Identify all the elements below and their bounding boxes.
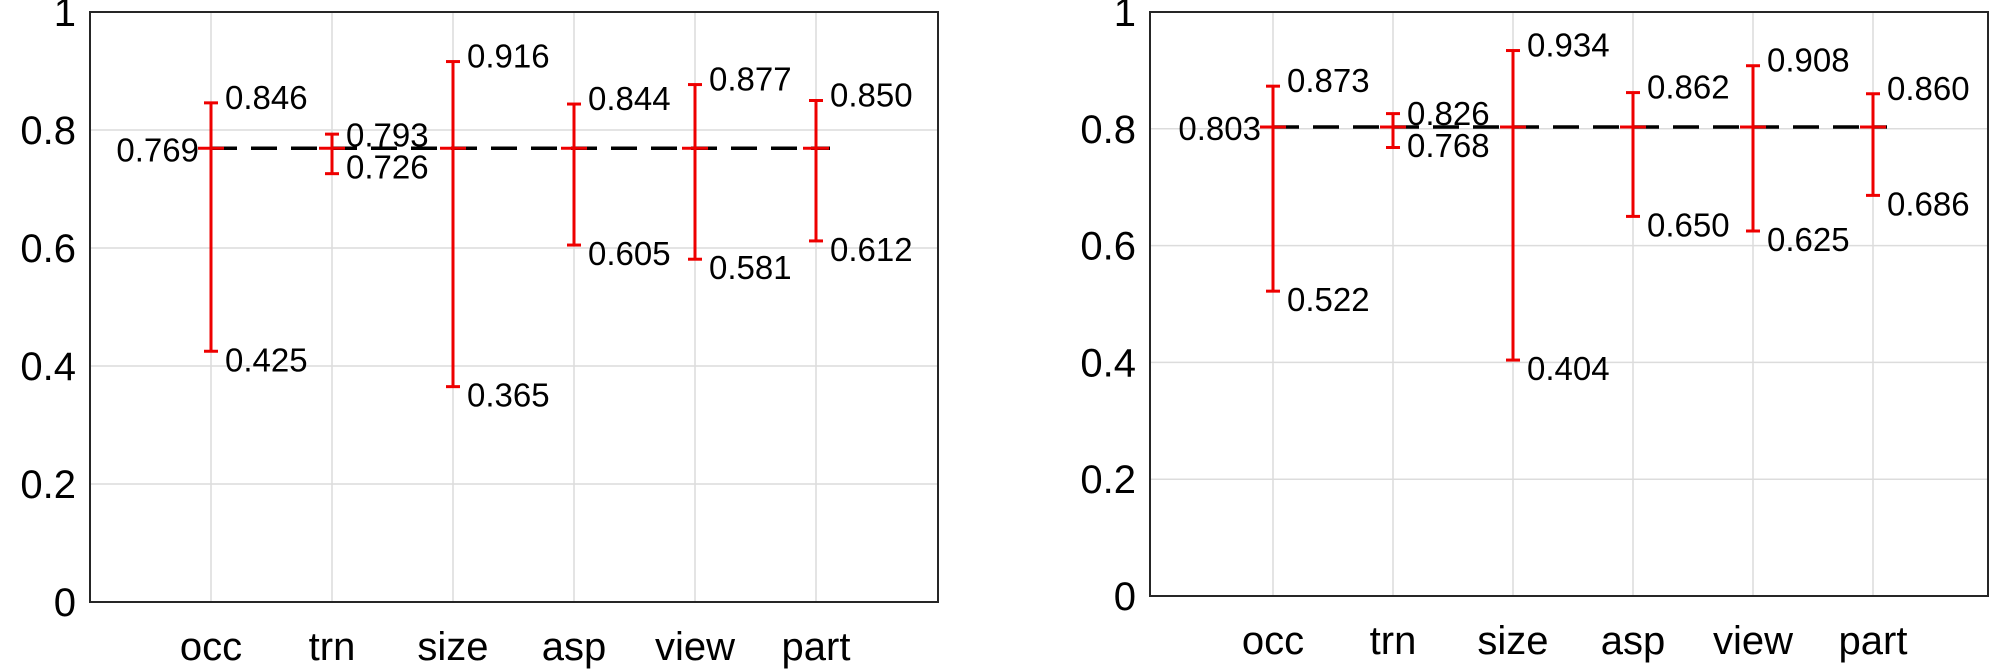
y-tick-label: 1: [54, 0, 76, 35]
lower-value-label: 0.581: [709, 249, 792, 286]
lower-value-label: 0.522: [1287, 281, 1370, 318]
upper-value-label: 0.860: [1887, 70, 1970, 107]
baseline-label: 0.769: [116, 131, 199, 168]
x-tick-label: occ: [180, 625, 242, 669]
upper-value-label: 0.846: [225, 79, 308, 116]
upper-value-label: 0.908: [1767, 42, 1850, 79]
lower-value-label: 0.726: [346, 148, 429, 185]
y-tick-label: 0.8: [1080, 108, 1136, 152]
x-tick-label: size: [1477, 619, 1548, 663]
x-tick-label: part: [782, 625, 851, 669]
y-tick-label: 0.2: [20, 463, 76, 507]
y-tick-label: 0.2: [1080, 458, 1136, 502]
y-tick-label: 0: [1114, 575, 1136, 619]
lower-value-label: 0.612: [830, 231, 913, 268]
upper-value-label: 0.877: [709, 61, 792, 98]
x-tick-label: size: [417, 625, 488, 669]
upper-value-label: 0.873: [1287, 62, 1370, 99]
plot-frame: [1149, 11, 1989, 597]
y-tick-label: 1: [1114, 0, 1136, 35]
upper-value-label: 0.844: [588, 80, 671, 117]
chart-panel-left: 0 0.2 0.4 0.6 0.8 1 occ trn size asp view part 0.769…: [20, 0, 939, 669]
upper-value-label: 0.826: [1407, 95, 1490, 132]
x-tick-label: occ: [1242, 619, 1304, 663]
x-tick-label: asp: [542, 625, 607, 669]
x-tick-label: part: [1839, 619, 1908, 663]
upper-value-label: 0.916: [467, 38, 550, 75]
upper-value-label: 0.850: [830, 77, 913, 114]
lower-value-label: 0.365: [467, 377, 550, 414]
upper-value-label: 0.862: [1647, 69, 1730, 106]
x-tick-label: view: [1713, 619, 1793, 663]
x-tick-label: trn: [309, 625, 356, 669]
lower-value-label: 0.404: [1527, 350, 1610, 387]
plot-frame: [89, 11, 939, 603]
upper-value-label: 0.934: [1527, 27, 1610, 64]
y-tick-label: 0.4: [20, 345, 76, 389]
lower-value-label: 0.686: [1887, 185, 1970, 222]
x-tick-label: trn: [1370, 619, 1417, 663]
y-tick-label: 0: [54, 581, 76, 625]
lower-value-label: 0.625: [1767, 221, 1850, 258]
baseline-label: 0.803: [1178, 110, 1261, 147]
y-tick-label: 0.6: [1080, 225, 1136, 269]
lower-value-label: 0.425: [225, 341, 308, 378]
lower-value-label: 0.768: [1407, 127, 1490, 164]
y-tick-label: 0.6: [20, 227, 76, 271]
lower-value-label: 0.605: [588, 235, 671, 272]
x-tick-label: view: [655, 625, 735, 669]
lower-value-label: 0.650: [1647, 206, 1730, 243]
y-tick-label: 0.8: [20, 109, 76, 153]
upper-value-label: 0.793: [346, 116, 429, 153]
chart-panel-right: 0 0.2 0.4 0.6 0.8 1 occ trn size asp view part 0.803…: [1080, 0, 1989, 663]
x-tick-label: asp: [1601, 619, 1666, 663]
y-tick-label: 0.4: [1080, 341, 1136, 385]
